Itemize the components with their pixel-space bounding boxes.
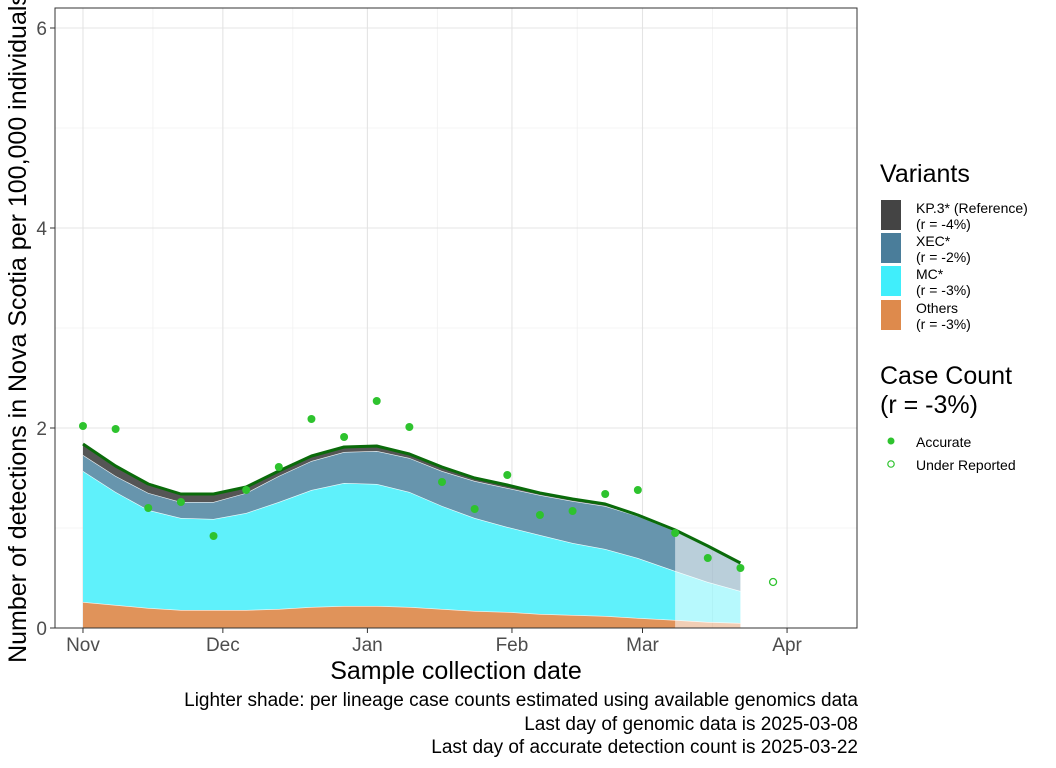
- caption-lighter-shade: Lighter shade: per lineage case counts e…: [184, 690, 858, 711]
- y-axis-label: Number of detections in Nova Scotia per …: [4, 0, 32, 663]
- legend-label-mc: MC* (r = -3%): [916, 266, 971, 298]
- data-points: [78, 397, 778, 587]
- legend-keys: [881, 200, 901, 468]
- legend-label-under-reported: Under Reported: [916, 457, 1016, 473]
- point-accurate: [633, 486, 642, 494]
- legend-key-3: [881, 300, 901, 330]
- legend-title-variants: Variants: [880, 160, 970, 188]
- x-tick-label: Apr: [772, 635, 802, 656]
- point-accurate: [503, 471, 512, 479]
- point-accurate: [242, 486, 251, 494]
- x-tick-label: Dec: [206, 635, 240, 656]
- x-tick-label: Jan: [352, 635, 383, 656]
- legend-key-accurate: [887, 437, 895, 445]
- caption-genomic-end: Last day of genomic data is 2025-03-08: [524, 714, 858, 735]
- point-accurate: [535, 511, 544, 519]
- legend-key-1: [881, 233, 901, 263]
- point-accurate: [736, 564, 745, 572]
- point-accurate: [703, 554, 712, 562]
- area-mc-solid: [83, 471, 676, 620]
- area-others-solid: [83, 602, 676, 628]
- legend-key-under-reported: [887, 460, 895, 468]
- x-tick-label: Nov: [66, 635, 100, 656]
- point-accurate: [78, 422, 87, 430]
- point-accurate: [307, 415, 316, 423]
- point-accurate: [209, 532, 218, 540]
- plot-border: [54, 7, 858, 629]
- point-accurate: [405, 423, 414, 431]
- x-axis-label: Sample collection date: [330, 657, 582, 685]
- point-accurate: [601, 490, 610, 498]
- caption-accurate-end: Last day of accurate detection count is …: [431, 737, 858, 758]
- legend-key-2: [881, 266, 901, 296]
- point-accurate: [111, 425, 120, 433]
- y-tick-label: 4: [36, 219, 47, 240]
- point-accurate: [438, 478, 447, 486]
- x-tick-label: Feb: [496, 635, 529, 656]
- total-line: [82, 442, 742, 565]
- y-tick-label: 0: [36, 619, 47, 640]
- area-others-estimated: [675, 620, 741, 628]
- point-under-reported: [768, 577, 778, 587]
- x-tick-label: Mar: [626, 635, 659, 656]
- legend-label-others: Others (r = -3%): [916, 300, 971, 332]
- legend-label-accurate: Accurate: [916, 434, 972, 450]
- point-accurate: [470, 505, 479, 513]
- y-tick-label: 2: [36, 419, 47, 440]
- point-accurate: [340, 433, 349, 441]
- legend-title-case-count: Case Count (r = -3%): [880, 362, 1013, 419]
- legend-key-0: [881, 200, 901, 230]
- axes: Nov Dec Jan Feb Mar Apr 0 2 4 6: [36, 19, 802, 656]
- legend-label-kp3: KP.3* (Reference) (r = -4%): [916, 200, 1028, 232]
- legend-label-xec: XEC* (r = -2%): [916, 233, 971, 265]
- total-line-path: [82, 442, 742, 565]
- y-tick-label: 6: [36, 19, 47, 40]
- area-xec-solid: [83, 451, 676, 571]
- point-accurate: [372, 397, 381, 405]
- area-mc-estimated: [675, 571, 741, 623]
- point-accurate: [671, 529, 680, 537]
- point-accurate: [176, 498, 185, 506]
- point-accurate: [144, 504, 153, 512]
- point-accurate: [274, 463, 283, 471]
- point-accurate: [568, 507, 577, 515]
